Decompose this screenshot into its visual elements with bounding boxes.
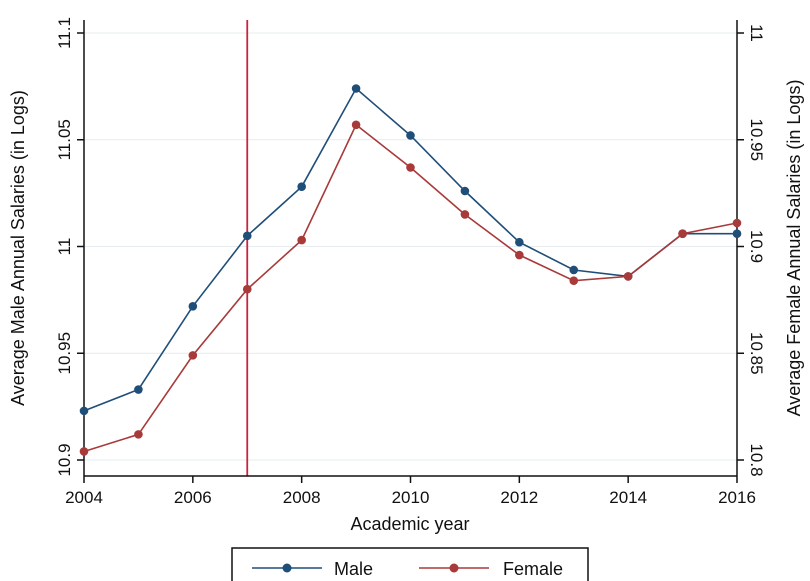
left-y-tick-label: 11.05: [55, 119, 74, 160]
male-data-point: [79, 406, 89, 416]
female-data-point: [623, 272, 633, 281]
female-data-point: [351, 120, 361, 130]
female-data-point: [406, 163, 415, 172]
male-data-point: [297, 182, 306, 192]
right-y-tick-label: 10.8: [747, 443, 766, 476]
legend-female-label: Female: [503, 559, 563, 579]
right-y-tick-label: 10.9: [747, 230, 766, 263]
male-data-point: [242, 231, 252, 241]
male-data-point: [460, 186, 470, 196]
right-y-tick-label: 10.95: [747, 118, 766, 161]
legend: Male Female: [231, 547, 589, 581]
left-y-tick-label: 10.9: [55, 443, 74, 476]
female-data-point: [678, 229, 687, 238]
x-tick-label: 2012: [500, 488, 538, 507]
x-tick-label: 2004: [65, 488, 103, 507]
tick-labels: 10.9 10.8 10.95 10.85 11 10.9 11.05 10.95 11.1 11…: [55, 17, 766, 507]
left-y-axis-title: Average Male Annual Salaries (in Logs): [8, 90, 28, 406]
right-y-axis-title: Average Female Annual Salaries (in Logs): [784, 80, 804, 417]
x-tick-label: 2014: [609, 488, 647, 507]
right-y-tick-label: 11: [747, 24, 766, 42]
legend-male-label: Male: [334, 559, 373, 579]
female-series-line: [83, 123, 738, 453]
x-tick-label: 2010: [392, 488, 430, 507]
left-y-tick-label: 11.1: [55, 17, 74, 49]
female-data-point: [732, 218, 742, 228]
x-tick-label: 2006: [174, 488, 212, 507]
right-y-tick-label: 10.85: [747, 332, 766, 375]
male-data-point: [351, 84, 361, 93]
female-data-point: [134, 430, 143, 439]
male-data-point: [732, 229, 742, 238]
female-data-point: [515, 250, 524, 260]
male-data-point: [406, 131, 415, 140]
female-data-point: [242, 284, 252, 294]
x-axis-title: Academic year: [350, 514, 469, 534]
female-data-point: [569, 276, 579, 285]
legend-male-marker: [282, 563, 292, 573]
female-data-point: [188, 351, 198, 360]
x-tick-label: 2016: [718, 488, 756, 507]
axes: [83, 20, 738, 477]
female-data-point: [460, 210, 470, 219]
male-data-point: [188, 301, 198, 311]
female-data-point: [79, 447, 89, 456]
x-tick-label: 2008: [283, 488, 321, 507]
female-data-point: [297, 235, 306, 245]
male-data-point: [134, 385, 143, 394]
male-data-point: [515, 237, 524, 247]
gridlines: [84, 32, 737, 461]
male-data-point: [569, 265, 579, 275]
legend-box: [231, 547, 589, 581]
left-y-tick-label: 10.95: [55, 332, 74, 375]
legend-female-marker: [449, 563, 459, 573]
left-y-tick-label: 11: [55, 238, 74, 256]
series-layer: [79, 84, 742, 456]
